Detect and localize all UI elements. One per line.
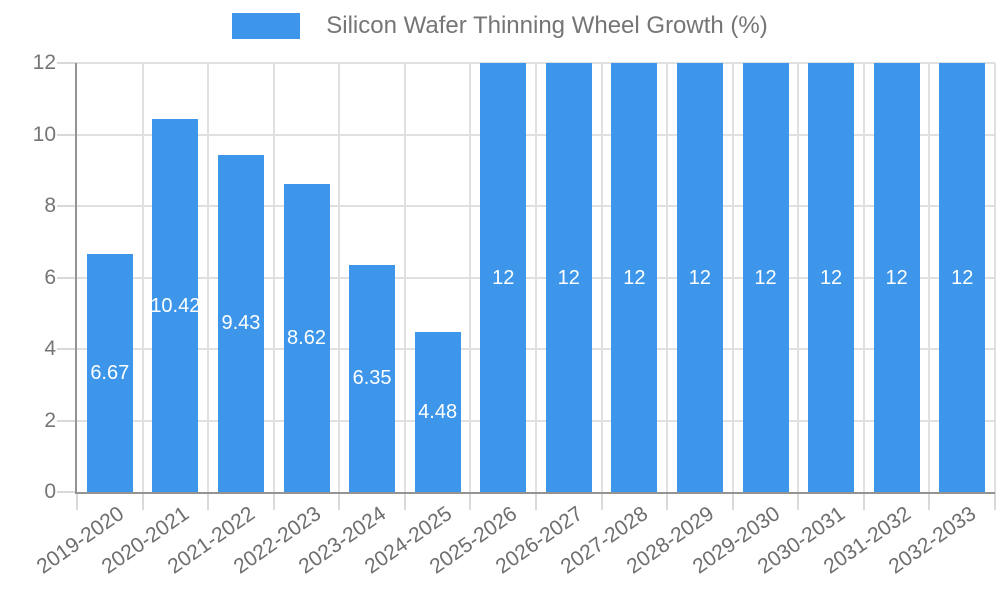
bar-value-label: 12	[688, 266, 712, 289]
y-axis-tick-label: 8	[44, 194, 56, 217]
y-axis-tick-label: 2	[44, 408, 56, 432]
x-axis-tick	[403, 492, 406, 510]
bar-2025-2026[interactable]	[480, 63, 527, 492]
y-axis-tick	[57, 491, 77, 493]
y-axis-tick	[57, 205, 77, 207]
y-axis-tick	[57, 419, 77, 422]
x-axis-tick	[666, 492, 669, 510]
x-axis-tick	[731, 492, 734, 510]
x-axis-tick	[141, 492, 144, 510]
y-axis-tick	[57, 62, 77, 64]
x-axis-tick	[207, 492, 210, 510]
vertical-gridline	[862, 63, 865, 492]
bar-value-label: 6.67	[90, 361, 130, 384]
bar-2022-2023[interactable]	[283, 183, 330, 492]
vertical-gridline	[928, 63, 931, 492]
y-axis-tick	[57, 348, 77, 350]
y-axis-tick	[57, 276, 77, 279]
bar-2021-2022[interactable]	[217, 154, 264, 492]
y-axis-tick-label: 10	[32, 122, 56, 146]
bar-value-label: 12	[557, 266, 580, 289]
x-axis-tick	[535, 492, 537, 510]
bar-2024-2025[interactable]	[414, 331, 461, 492]
x-axis-tick	[600, 492, 603, 510]
bar-2019-2020[interactable]	[86, 253, 133, 492]
vertical-gridline	[469, 63, 472, 492]
bar-2027-2028[interactable]	[611, 63, 658, 492]
y-axis-tick-label: 6	[44, 265, 56, 289]
bar-value-label: 12	[623, 266, 646, 289]
x-axis-tick	[469, 492, 472, 510]
vertical-gridline	[141, 63, 144, 492]
bar-2020-2021[interactable]	[152, 119, 199, 492]
y-axis-tick-label: 12	[32, 51, 56, 74]
x-axis-tick	[862, 492, 865, 510]
y-axis-tick-label: 4	[44, 337, 56, 360]
bar-2029-2030[interactable]	[742, 63, 789, 492]
bar-value-label: 10.42	[150, 294, 201, 317]
bar-2028-2029[interactable]	[676, 63, 723, 492]
x-axis-tick	[994, 492, 996, 510]
bar-value-label: 12	[951, 266, 974, 289]
legend-series-label: Silicon Wafer Thinning Wheel Growth (%)	[326, 12, 768, 39]
bar-value-label: 4.48	[418, 400, 458, 423]
bar-2031-2032[interactable]	[873, 63, 920, 492]
vertical-gridline	[272, 63, 275, 492]
vertical-gridline	[797, 63, 800, 492]
bar-value-label: 9.43	[221, 312, 261, 335]
bar-2023-2024[interactable]	[349, 264, 396, 492]
vertical-gridline	[403, 63, 406, 492]
x-axis-tick	[797, 492, 800, 510]
chart-legend: Silicon Wafer Thinning Wheel Growth (%)	[0, 12, 1000, 40]
x-axis-tick	[76, 492, 78, 510]
vertical-gridline	[600, 63, 603, 492]
y-axis-tick	[57, 133, 77, 136]
legend-color-swatch-icon	[232, 13, 301, 39]
x-axis-tick	[338, 492, 341, 510]
bar-value-label: 8.62	[287, 326, 326, 349]
y-axis-line	[75, 63, 77, 494]
vertical-gridline	[338, 63, 341, 492]
vertical-gridline	[666, 63, 669, 492]
bar-value-label: 12	[885, 266, 908, 289]
legend-item[interactable]: Silicon Wafer Thinning Wheel Growth (%)	[232, 12, 768, 40]
x-axis-tick	[272, 492, 275, 510]
bar-2026-2027[interactable]	[545, 63, 592, 492]
vertical-gridline	[535, 63, 537, 492]
vertical-gridline	[994, 63, 996, 492]
bar-2030-2031[interactable]	[808, 63, 855, 492]
bar-value-label: 12	[492, 266, 515, 289]
bar-value-label: 12	[819, 266, 843, 289]
bar-value-label: 6.35	[352, 367, 392, 390]
y-axis-tick-label: 0	[44, 480, 56, 503]
vertical-gridline	[207, 63, 210, 492]
x-axis-line	[75, 492, 995, 494]
vertical-gridline	[731, 63, 734, 492]
bar-value-label: 12	[754, 266, 777, 289]
x-axis-tick	[928, 492, 931, 510]
bar-2032-2033[interactable]	[939, 63, 986, 492]
